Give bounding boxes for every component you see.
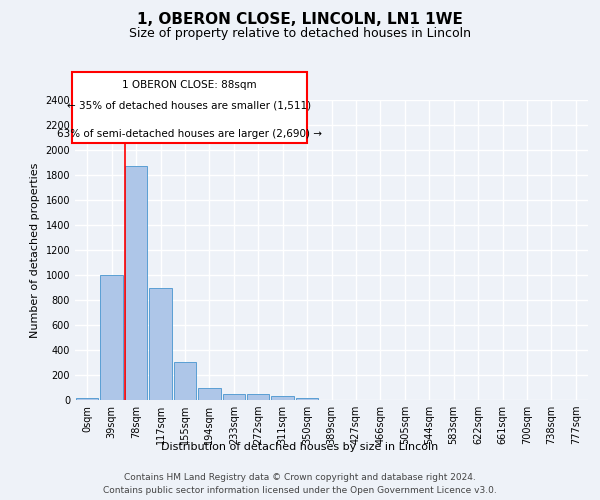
Bar: [271, 396, 294, 400]
Bar: [223, 394, 245, 400]
Text: Contains public sector information licensed under the Open Government Licence v3: Contains public sector information licen…: [103, 486, 497, 495]
Bar: [296, 398, 319, 400]
Text: Contains HM Land Registry data © Crown copyright and database right 2024.: Contains HM Land Registry data © Crown c…: [124, 472, 476, 482]
Text: ← 35% of detached houses are smaller (1,511): ← 35% of detached houses are smaller (1,…: [67, 100, 311, 110]
Text: 1 OBERON CLOSE: 88sqm: 1 OBERON CLOSE: 88sqm: [122, 80, 257, 90]
Text: Distribution of detached houses by size in Lincoln: Distribution of detached houses by size …: [161, 442, 439, 452]
Bar: [247, 394, 269, 400]
Bar: [100, 275, 123, 400]
Text: 63% of semi-detached houses are larger (2,690) →: 63% of semi-detached houses are larger (…: [57, 128, 322, 138]
Bar: [173, 362, 196, 400]
Text: 1, OBERON CLOSE, LINCOLN, LN1 1WE: 1, OBERON CLOSE, LINCOLN, LN1 1WE: [137, 12, 463, 28]
Bar: [198, 388, 221, 400]
Y-axis label: Number of detached properties: Number of detached properties: [30, 162, 40, 338]
Text: Size of property relative to detached houses in Lincoln: Size of property relative to detached ho…: [129, 28, 471, 40]
Bar: [76, 398, 98, 400]
Bar: [125, 166, 148, 400]
Bar: [149, 288, 172, 400]
